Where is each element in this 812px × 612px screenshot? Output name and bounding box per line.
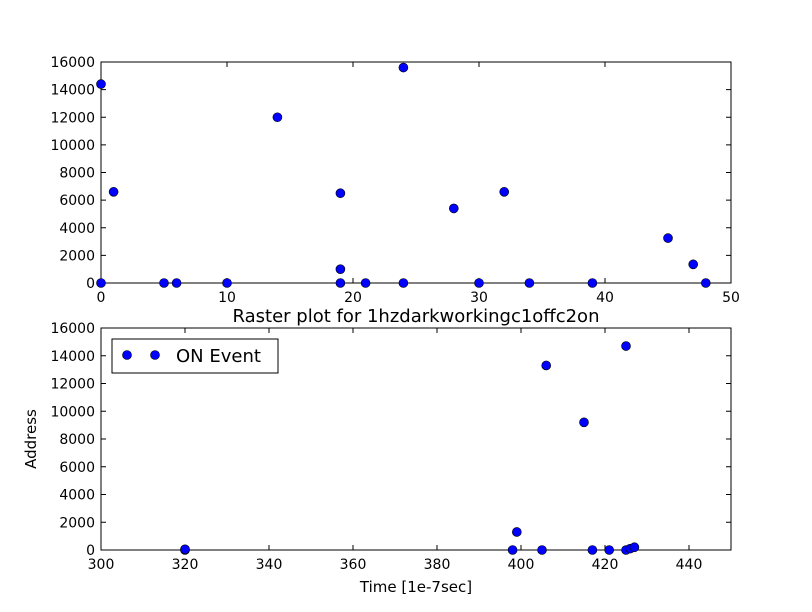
y-tick-label: 16000 [50,321,95,337]
legend-box [111,338,279,374]
x-tick-label: 440 [676,557,703,573]
x-tick-label: 360 [340,557,367,573]
data-point [621,341,631,351]
data-point [511,527,522,537]
y-tick-label: 8000 [59,166,95,182]
data-point [524,278,535,288]
data-points [96,62,711,288]
data-point [541,360,552,371]
y-tick-label: 16000 [50,55,95,71]
x-tick-label: 380 [424,557,451,573]
x-tick-label: 0 [97,290,106,306]
y-tick-label: 2000 [59,515,95,531]
data-point [159,278,169,288]
x-tick-label: 30 [470,290,488,306]
y-tick-label: 0 [86,543,95,559]
y-tick-label: 8000 [59,432,95,448]
y-tick-label: 10000 [50,404,95,420]
x-tick-label: 400 [508,557,535,573]
legend-marker [122,350,132,360]
y-tick-label: 6000 [59,460,95,476]
x-tick-label: 40 [596,290,614,306]
data-point [688,259,699,270]
data-point [398,278,409,288]
x-tick-label: 340 [256,557,283,573]
data-point [96,278,106,288]
data-point [272,112,283,123]
data-point [222,278,232,288]
data-point [587,278,598,288]
data-points [180,341,640,555]
y-tick-label: 14000 [50,349,95,365]
data-point [579,417,589,428]
data-point [335,278,346,288]
x-tick-label: 20 [344,290,362,306]
x-tick-label: 50 [722,290,740,306]
x-axis-label: Time [1e-7sec] [359,578,472,596]
data-point [398,62,409,73]
y-tick-label: 10000 [50,138,95,154]
data-point [629,542,640,553]
data-point [180,544,190,555]
y-tick-label: 14000 [50,83,95,99]
data-point [171,278,182,288]
data-point [604,545,615,555]
bottom-raster-chart: 300 320 340 360 380 400 420 440 0 2000 4000 6000 800… [22,306,732,596]
legend-label: ON Event [176,346,261,367]
y-axis-label: Address [22,409,40,469]
x-tick-label: 300 [88,557,115,573]
data-point [108,187,119,197]
data-point [587,545,598,555]
data-point [335,264,346,274]
data-point [537,545,547,555]
data-point [499,187,510,197]
x-tick-label: 420 [592,557,619,573]
plot-area [100,61,732,284]
y-tick-label: 6000 [59,193,95,209]
y-tick-label: 0 [86,276,95,292]
y-tick-label: 12000 [50,110,95,126]
y-tick-label: 12000 [50,377,95,393]
data-point [663,233,673,243]
data-point [507,545,518,555]
data-point [448,203,459,214]
chart-title: Raster plot for 1hzdarkworkingc1offc2on [233,306,600,327]
y-tick-label: 2000 [59,248,95,264]
y-tick-label: 4000 [59,488,95,504]
legend: ON Event [111,338,279,374]
data-point [335,188,346,199]
x-tick-label: 320 [172,557,199,573]
data-point [360,278,371,288]
y-tick-label: 4000 [59,221,95,237]
x-tick-label: 10 [218,290,236,306]
legend-marker [150,350,160,360]
top-scatter-chart: 0 10 20 30 40 50 0 2000 4000 6000 8000 10000 12000 14… [50,55,739,306]
data-point [96,79,106,89]
data-point [700,278,711,288]
data-point [474,278,484,288]
